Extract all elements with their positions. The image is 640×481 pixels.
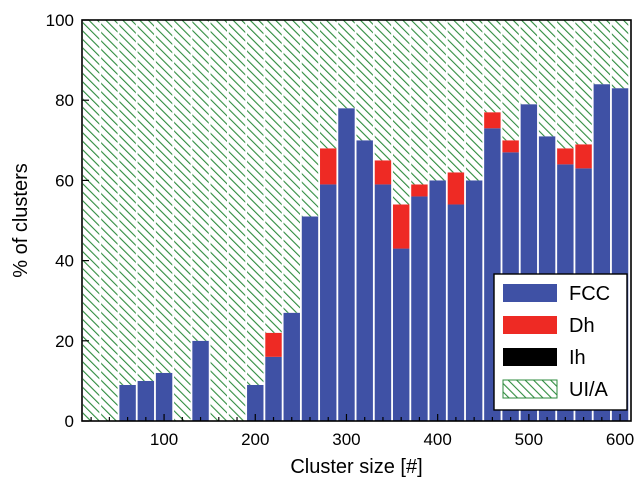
bar-fcc-440 (465, 180, 483, 421)
y-tick-label-40: 40 (55, 252, 74, 271)
bar-ui-a-120 (174, 20, 191, 421)
plot-frame (81, 19, 632, 422)
bar-ui-a-500 (520, 20, 538, 105)
bar-dh-540 (557, 148, 574, 165)
bar-ui-a-580 (593, 20, 611, 85)
bar-ui-a-280 (320, 20, 337, 149)
bar-dh-220 (265, 332, 282, 357)
legend-label-ih: Ih (569, 347, 586, 369)
bar-dh-460 (484, 112, 501, 129)
bar-dh-280 (320, 148, 337, 185)
bar-ui-a-360 (392, 20, 410, 205)
y-tick-label-100: 100 (46, 11, 74, 30)
bar-fcc-220 (265, 356, 282, 421)
legend-label-fcc: FCC (569, 283, 610, 305)
bar-fcc-80 (137, 380, 155, 421)
bar-fcc-100 (155, 372, 173, 421)
axes-layer: 100 200 300 400 500 600 0 20 40 60 80 100 Cluster si… (10, 11, 634, 478)
legend-swatch-fcc (503, 284, 557, 302)
bar-ui-a-380 (411, 20, 428, 185)
y-tick-label-0: 0 (65, 412, 74, 431)
bar-fcc-300 (338, 108, 355, 421)
bar-ui-a-140 (192, 20, 209, 341)
bar-fcc-280 (320, 184, 337, 421)
bar-ui-a-440 (465, 20, 483, 181)
bar-fcc-240 (283, 312, 300, 421)
bar-fcc-60 (119, 384, 136, 421)
legend-swatch-ih (503, 348, 557, 366)
bar-fcc-400 (429, 180, 446, 421)
y-tick-label-60: 60 (55, 171, 74, 190)
bar-ui-a-480 (502, 20, 519, 141)
bar-ui-a-520 (538, 20, 556, 137)
x-tick-label-400: 400 (423, 430, 451, 449)
bar-dh-360 (392, 204, 410, 249)
bar-fcc-380 (411, 196, 428, 421)
bar-fcc-140 (192, 340, 209, 421)
bar-dh-380 (411, 184, 428, 197)
bar-ui-a-100 (155, 20, 173, 373)
x-tick-label-600: 600 (606, 430, 634, 449)
bar-dh-560 (575, 144, 592, 169)
bar-ui-a-540 (557, 20, 574, 149)
bar-fcc-200 (247, 384, 264, 421)
bar-ui-a-160 (210, 20, 228, 421)
legend-label-ui-a: UI/A (569, 379, 609, 401)
bar-ui-a-180 (228, 20, 246, 421)
bar-ui-a-460 (484, 20, 501, 113)
bar-ui-a-80 (137, 20, 155, 381)
x-tick-label-500: 500 (515, 430, 543, 449)
bar-ui-a-200 (247, 20, 264, 385)
y-tick-label-80: 80 (55, 91, 74, 110)
bar-ui-a-60 (119, 20, 136, 385)
bar-ui-a-340 (374, 20, 392, 161)
y-tick-label-20: 20 (55, 332, 74, 351)
x-tick-label-200: 200 (241, 430, 269, 449)
bar-fcc-360 (392, 248, 410, 421)
bar-ui-a-40 (101, 20, 118, 421)
bar-dh-340 (374, 160, 392, 185)
bar-ui-a-220 (265, 20, 282, 333)
legend-swatch-ui-a (502, 379, 558, 399)
bar-ui-a-600 (611, 20, 629, 89)
x-tick-label-300: 300 (332, 430, 360, 449)
legend: FCC Dh Ih UI/A (493, 273, 628, 411)
bar-ui-a-300 (338, 20, 355, 109)
bar-fcc-420 (447, 204, 465, 421)
bar-fcc-340 (374, 184, 392, 421)
legend-label-dh: Dh (569, 315, 595, 337)
bar-fcc-320 (356, 140, 373, 422)
bar-ui-a-560 (575, 20, 592, 145)
bar-ui-a-240 (283, 20, 300, 313)
bar-ui-a-260 (301, 20, 319, 217)
x-axis-title: Cluster size [#] (290, 456, 422, 478)
bar-ui-a-420 (447, 20, 465, 173)
bar-ui-a-320 (356, 20, 373, 141)
x-tick-label-100: 100 (150, 430, 178, 449)
legend-swatch-dh (503, 316, 557, 334)
bar-fcc-260 (301, 216, 319, 421)
y-axis-title: % of clusters (10, 163, 32, 277)
bar-ui-a-20 (82, 20, 100, 421)
bar-dh-420 (447, 172, 465, 205)
bar-dh-480 (502, 140, 519, 153)
bar-ui-a-400 (429, 20, 446, 181)
